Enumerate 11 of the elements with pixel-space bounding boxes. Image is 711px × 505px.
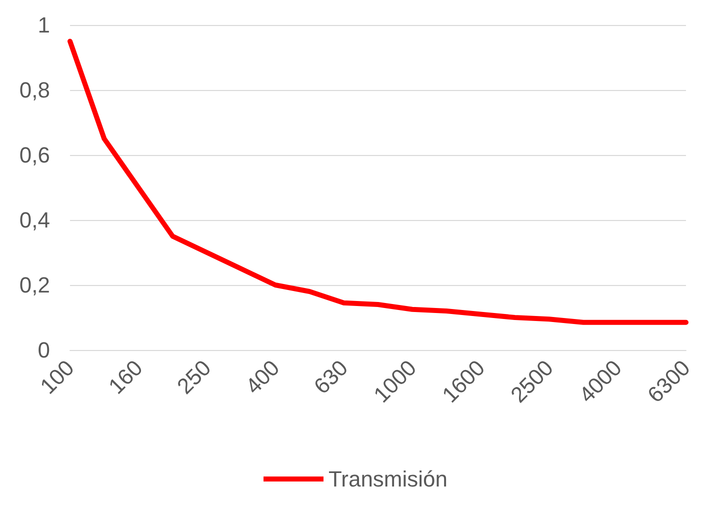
x-tick-label: 160 — [104, 355, 148, 399]
y-tick-label: 0,2 — [19, 272, 50, 298]
legend-label: Transmisión — [328, 466, 448, 492]
y-tick-label: 0 — [38, 338, 50, 362]
x-tick-label: 400 — [240, 355, 284, 399]
y-tick-label: 0,6 — [19, 142, 50, 168]
y-tick-label: 0,4 — [19, 208, 50, 232]
x-tick-label: 630 — [308, 355, 353, 399]
y-tick-label: 0,8 — [19, 78, 50, 102]
y-tick-label: 1 — [38, 12, 50, 38]
x-tick-label: 250 — [172, 355, 216, 399]
